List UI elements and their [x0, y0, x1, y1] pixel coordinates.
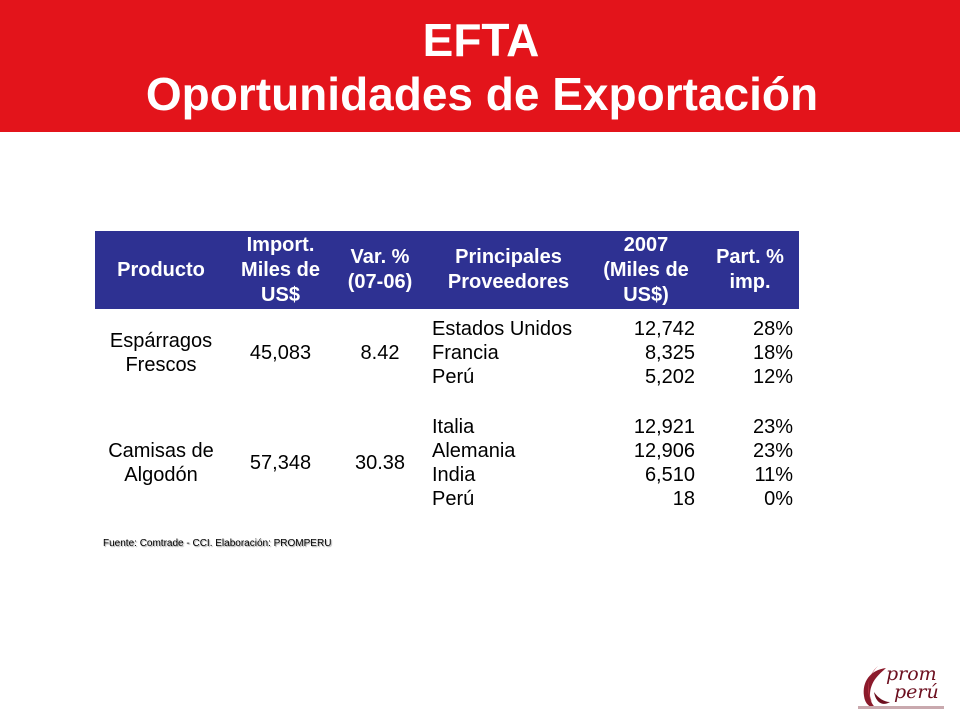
column-header-producto: Producto	[95, 231, 227, 309]
logo-word-prom: prom	[886, 663, 937, 685]
supplier-values: 12,742 8,325 5,202	[633, 318, 695, 388]
title-line-1: EFTA	[422, 14, 540, 66]
source-note: Fuente: Comtrade - CCI. Elaboración: PRO…	[103, 538, 332, 549]
import-value: 45,083	[249, 342, 312, 364]
import-value: 57,348	[249, 452, 312, 474]
column-header-proveedores: Principales Proveedores	[426, 231, 591, 309]
supplier-list: Estados Unidos Francia Perú	[432, 318, 573, 388]
product-name: Espárragos Frescos	[109, 330, 213, 376]
column-header-var: Var. % (07-06)	[334, 231, 426, 309]
column-header-import: Import. Miles de US$	[227, 231, 334, 309]
column-header-part: Part. % imp.	[701, 231, 799, 309]
table-row: Espárragos Frescos 45,083 8.42 Estados Un…	[95, 317, 799, 389]
promperu-swirl-logo-icon	[863, 666, 890, 708]
supplier-values: 12,921 12,906 6,510 18	[633, 416, 695, 510]
logo-word-peru: perú	[894, 681, 939, 703]
column-header-2007: 2007 (Miles de US$)	[591, 231, 701, 309]
supplier-shares: 28% 18% 12%	[752, 318, 793, 388]
logo-tagline-bar	[858, 706, 944, 709]
promperu-logo: prom perú	[852, 660, 948, 712]
variation-value: 8.42	[360, 342, 400, 364]
supplier-list: Italia Alemania India Perú	[432, 416, 516, 510]
title-line-2: Oportunidades de Exportación	[145, 68, 819, 120]
table-row: Camisas de Algodón 57,348 30.38 Italia Al…	[95, 415, 799, 511]
product-name: Camisas de Algodón	[108, 440, 214, 486]
table-header-row: Producto Import. Miles de US$ Var. % (07-06…	[95, 231, 799, 309]
export-opportunities-table: Producto Import. Miles de US$ Var. % (07-06…	[95, 231, 799, 511]
variation-value: 30.38	[354, 452, 406, 474]
title-banner: EFTA Oportunidades de Exportación	[0, 0, 960, 132]
supplier-shares: 23% 23% 11% 0%	[752, 416, 793, 510]
